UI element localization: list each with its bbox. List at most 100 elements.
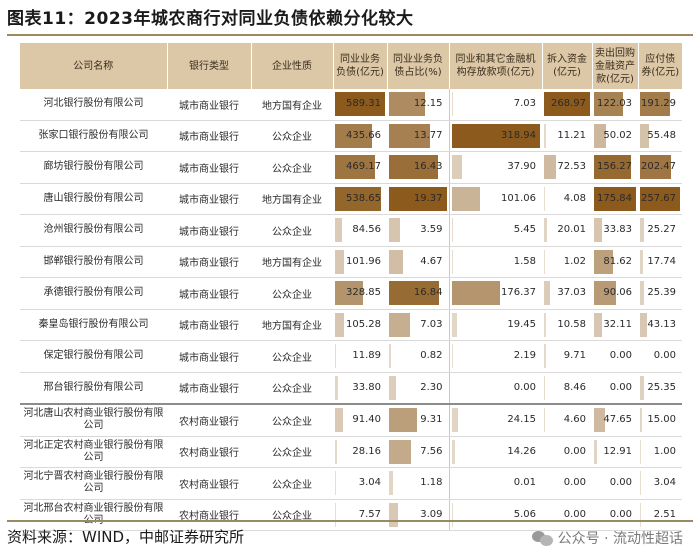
cell-repo: 0.00	[592, 499, 638, 531]
cell-value: 0.00	[513, 381, 536, 393]
cell-interbank-ratio: 13.77	[387, 120, 449, 152]
bank-type: 城市商业银行	[167, 246, 251, 278]
cell-value: 0.82	[420, 350, 443, 362]
enterprise-nature: 公众企业	[251, 214, 333, 247]
company-name: 河北邢台农村商业银行股份有限公司	[20, 499, 167, 531]
cell-value: 33.83	[603, 224, 632, 236]
cell-value: 0.00	[563, 445, 586, 457]
data-bar	[389, 218, 400, 243]
cell-interbank-deposits: 37.90	[448, 151, 542, 184]
data-bar	[594, 155, 632, 180]
cell-repo: 33.83	[592, 214, 638, 247]
cell-interbank-deposits: 0.00	[448, 372, 542, 405]
data-bar	[544, 123, 546, 148]
enterprise-nature: 地方国有企业	[251, 183, 333, 215]
cell-value: 3.04	[653, 477, 676, 489]
table-row: 廊坊银行股份有限公司 城市商业银行 公众企业 469.17 16.43 37.90 72.5…	[20, 151, 682, 184]
company-name: 秦皇岛银行股份有限公司	[20, 309, 167, 341]
cell-value: 156.27	[597, 161, 632, 173]
cell-value: 4.67	[420, 255, 443, 267]
data-bar	[451, 281, 501, 306]
data-bar	[594, 92, 624, 117]
cell-borrowed-funds: 9.71	[542, 340, 592, 373]
cell-repo: 156.27	[592, 151, 638, 184]
cell-bonds: 17.74	[638, 246, 682, 278]
cell-value: 8.46	[563, 381, 586, 393]
cell-value: 15.00	[647, 414, 676, 426]
company-name: 河北正定农村商业银行股份有限公司	[20, 436, 167, 468]
cell-interbank-deposits: 318.94	[448, 120, 542, 152]
cell-value: 25.35	[647, 381, 676, 393]
cell-value: 1.02	[563, 255, 586, 267]
cell-value: 84.56	[352, 224, 381, 236]
cell-value: 1.18	[420, 477, 443, 489]
cell-value: 37.90	[507, 161, 536, 173]
cell-value: 469.17	[346, 161, 381, 173]
enterprise-nature: 公众企业	[251, 436, 333, 468]
cell-interbank-ratio: 9.31	[387, 403, 449, 437]
data-bar	[544, 92, 590, 117]
cell-value: 14.26	[507, 445, 536, 457]
cell-repo: 12.91	[592, 436, 638, 468]
cell-value: 2.51	[653, 508, 676, 520]
cell-repo: 175.84	[592, 183, 638, 215]
cell-interbank-deposits: 101.06	[448, 183, 542, 215]
company-name: 河北唐山农村商业银行股份有限公司	[20, 403, 167, 437]
table-row: 秦皇岛银行股份有限公司 城市商业银行 地方国有企业 105.28 7.03 19.45 10…	[20, 309, 682, 341]
data-bar	[544, 186, 545, 211]
footer: 资料来源：WIND，中邮证券研究所 公众号 · 流动性超话	[7, 520, 693, 552]
data-bar	[451, 92, 454, 117]
cell-value: 1.00	[653, 445, 676, 457]
data-bar	[335, 312, 344, 337]
data-bar	[389, 312, 410, 337]
cell-value: 50.02	[603, 129, 632, 141]
header-interbank-ratio: 同业业务负债占比(%)	[386, 43, 449, 89]
data-bar	[640, 408, 643, 433]
table-row: 河北正定农村商业银行股份有限公司 农村商业银行 公众企业 28.16 7.56 14.26…	[20, 436, 682, 468]
data-bar	[389, 123, 430, 148]
cell-interbank-liab: 105.28	[333, 309, 387, 341]
cell-value: 25.39	[647, 287, 676, 299]
cell-bonds: 257.67	[638, 183, 682, 215]
cell-bonds: 55.48	[638, 120, 682, 152]
enterprise-nature: 公众企业	[251, 372, 333, 405]
data-bar	[335, 502, 336, 527]
data-bar	[451, 408, 459, 433]
cell-interbank-liab: 11.89	[333, 340, 387, 373]
data-bar	[335, 439, 338, 464]
cell-value: 24.15	[507, 414, 536, 426]
cell-repo: 0.00	[592, 340, 638, 373]
cell-borrowed-funds: 11.21	[542, 120, 592, 152]
data-bar	[594, 218, 603, 243]
cell-value: 33.80	[352, 381, 381, 393]
data-bar	[451, 502, 453, 527]
data-bar	[640, 375, 644, 400]
cell-value: 81.62	[603, 255, 632, 267]
cell-interbank-deposits: 7.03	[448, 89, 542, 121]
data-bar	[544, 344, 546, 369]
bank-table: 公司名称 银行类型 企业性质 同业业务负债(亿元) 同业业务负债占比(%) 同业…	[20, 43, 682, 531]
cell-value: 318.94	[501, 129, 536, 141]
cell-interbank-ratio: 4.67	[387, 246, 449, 278]
bank-type: 农村商业银行	[167, 436, 251, 468]
data-bar	[544, 281, 551, 306]
enterprise-nature: 公众企业	[251, 403, 333, 437]
cell-interbank-ratio: 0.82	[387, 340, 449, 373]
enterprise-nature: 地方国有企业	[251, 89, 333, 121]
cell-interbank-liab: 33.80	[333, 372, 387, 405]
cell-repo: 90.06	[592, 277, 638, 310]
company-name: 邢台银行股份有限公司	[20, 372, 167, 405]
data-bar	[451, 439, 456, 464]
cell-interbank-deposits: 5.45	[448, 214, 542, 247]
header-nature: 企业性质	[250, 43, 333, 89]
cell-value: 5.06	[513, 508, 536, 520]
cell-value: 4.60	[563, 414, 586, 426]
cell-value: 90.06	[603, 287, 632, 299]
cell-interbank-liab: 28.16	[333, 436, 387, 468]
company-name: 廊坊银行股份有限公司	[20, 151, 167, 184]
cell-interbank-ratio: 16.84	[387, 277, 449, 310]
header-interbank-deposits: 同业和其它金融机构存放款项(亿元)	[448, 43, 542, 89]
cell-value: 191.29	[641, 98, 676, 110]
header-borrowed-funds: 拆入资金(亿元)	[541, 43, 592, 89]
cell-value: 43.13	[647, 318, 676, 330]
